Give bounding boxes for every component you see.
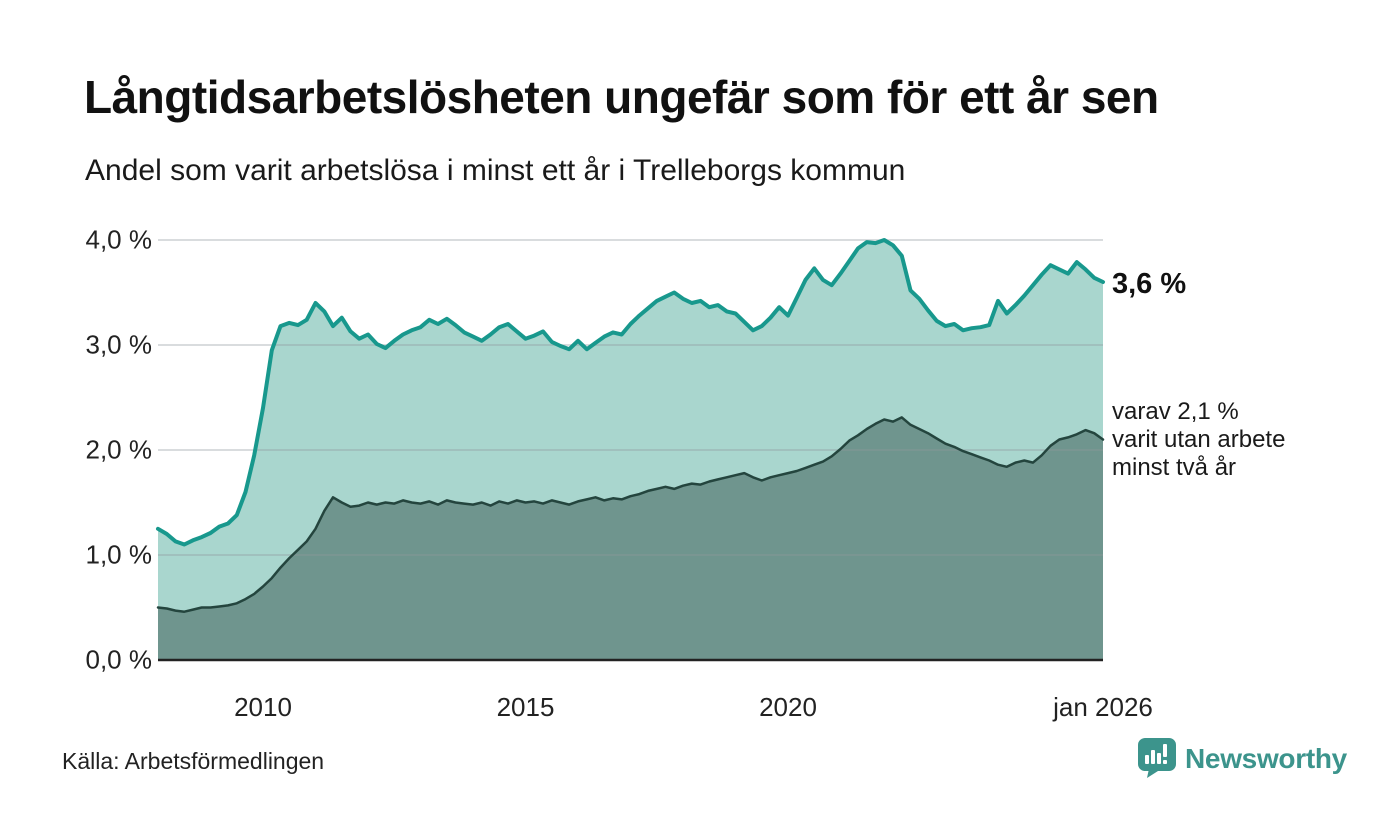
y-tick-label: 2,0 %	[85, 434, 153, 465]
area-two-year-fill	[158, 417, 1103, 660]
total-line	[156, 238, 1105, 547]
x-tick-label: 2015	[496, 692, 555, 722]
newsworthy-bubble-icon	[1138, 738, 1176, 778]
y-tick-label: 1,0 %	[85, 539, 153, 570]
newsworthy-wordmark: Newsworthy	[1185, 742, 1347, 774]
source-text: Källa: Arbetsförmedlingen	[62, 748, 325, 774]
page-subtitle: Andel som varit arbetslösa i minst ett å…	[85, 154, 906, 187]
x-tick-label: jan 2026	[1053, 692, 1153, 722]
latest-total-label: 3,6 %	[1112, 268, 1187, 300]
two-year-line	[156, 416, 1105, 613]
two-year-annotation: varav 2,1 % varit utan arbete minst två …	[1112, 398, 1286, 481]
y-tick-label: 0,0 %	[85, 644, 153, 675]
page-title: Långtidsarbetslösheten ungefär som för e…	[84, 71, 1159, 123]
y-tick-label: 3,0 %	[85, 329, 153, 360]
newsworthy-logo: Newsworthy	[1138, 738, 1347, 779]
x-tick-label: 2010	[234, 692, 292, 722]
x-tick-label: 2020	[759, 692, 817, 722]
y-tick-label: 4,0 %	[85, 224, 153, 255]
